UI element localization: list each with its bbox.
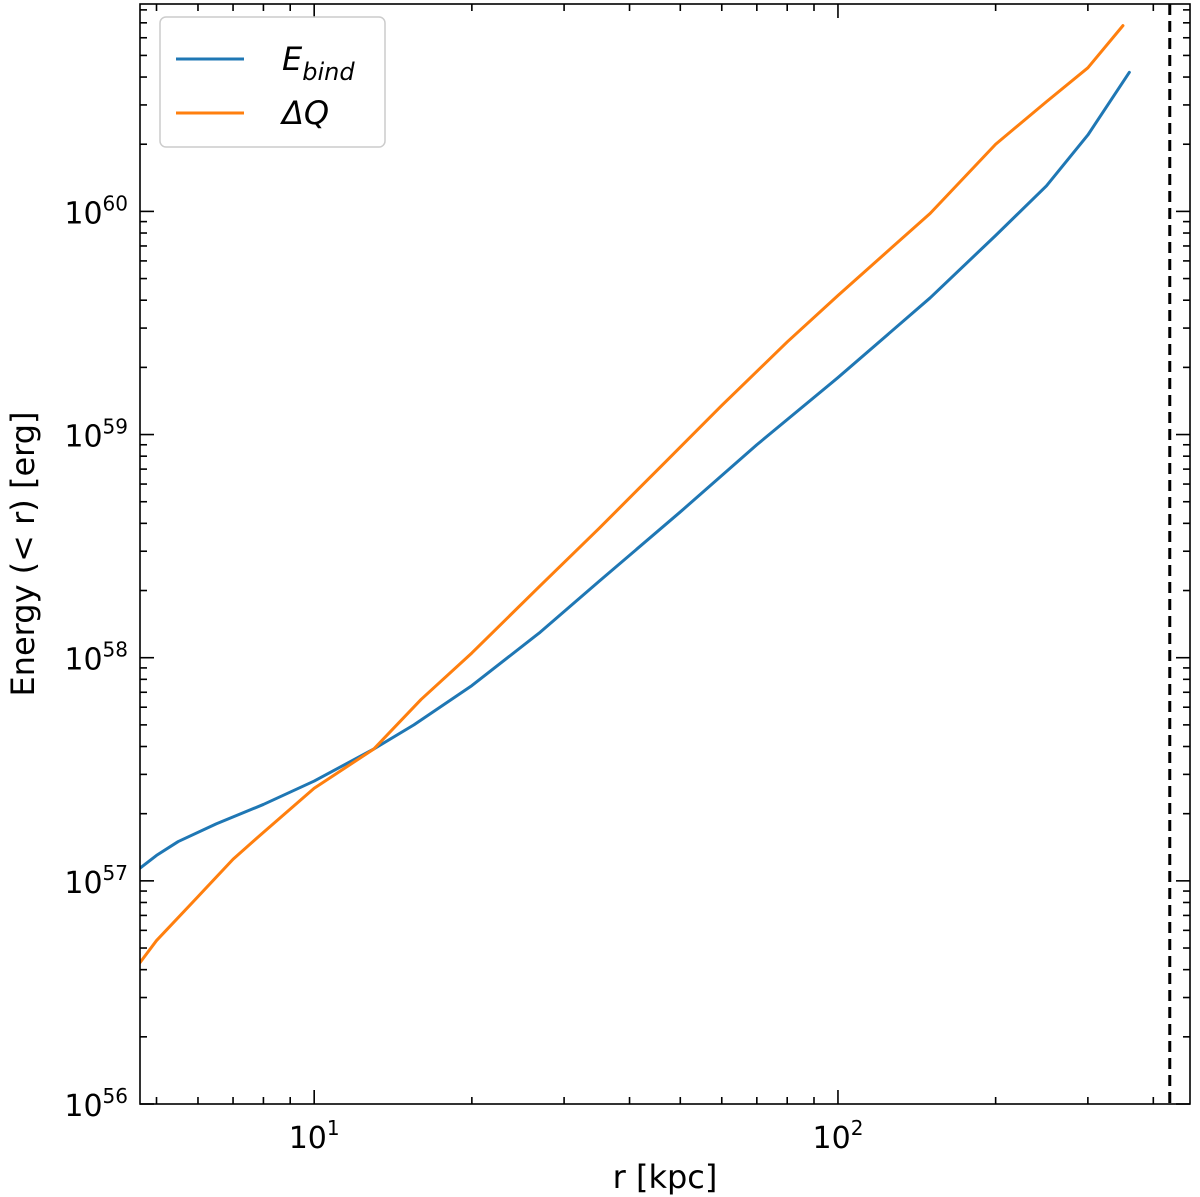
y-tick-label-1e59: 1059 [64,415,128,455]
y-tick-label-1e58: 1058 [64,638,128,678]
legend-item-delta-q-label: ΔQ [279,94,329,132]
y-tick-label-1e57: 1057 [64,861,128,901]
y-axis-label: Energy (< r) [erg] [4,411,42,696]
y-tick-label-1e60: 1060 [64,191,128,231]
legend: Ebind ΔQ [159,16,386,148]
series-line-e-bind [140,70,1131,870]
plot-content [140,4,1172,1104]
tick-labels: 101 102 1056 1057 1058 1059 1060 [64,191,863,1156]
x-tick-label-10: 101 [289,1116,340,1156]
y-tick-label-1e56: 1056 [64,1084,128,1124]
series-line-delta-q [140,24,1125,965]
ticks [140,4,1190,1105]
legend-item-ebind-label: Ebind [282,40,355,86]
x-tick-label-100: 102 [813,1116,864,1156]
x-axis-label: r [kpc] [613,1158,718,1196]
plot-frame [139,3,1191,1105]
